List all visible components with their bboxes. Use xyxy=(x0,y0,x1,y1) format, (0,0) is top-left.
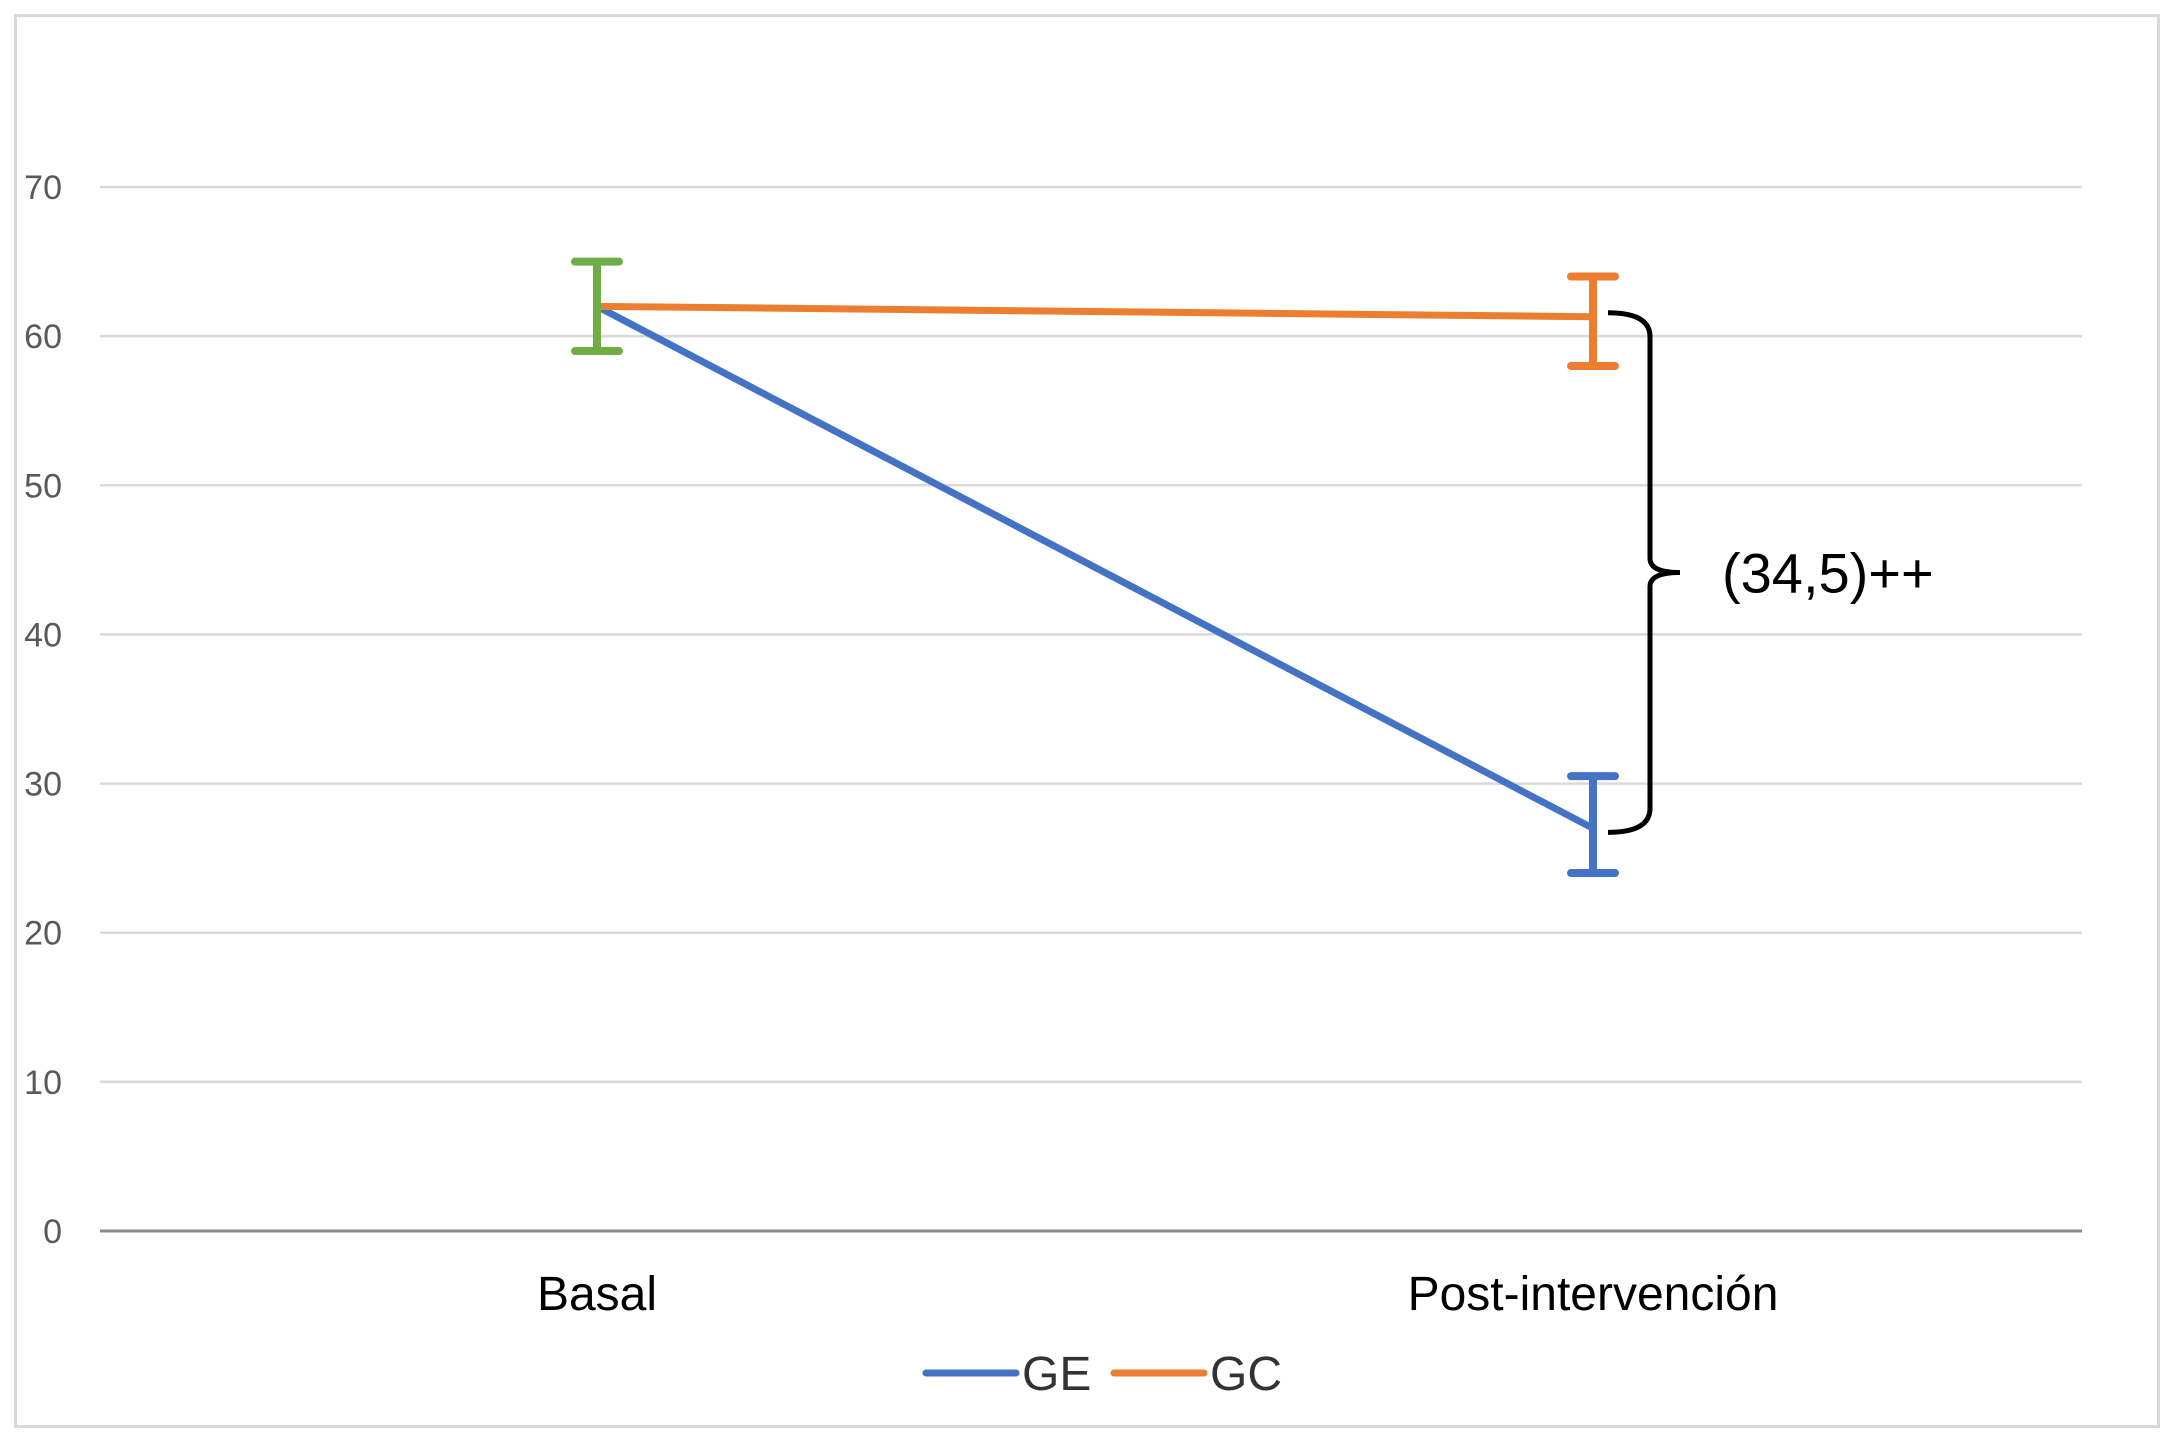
y-tick-label: 0 xyxy=(43,1213,62,1251)
series-lines xyxy=(593,302,1597,832)
legend: GE GC xyxy=(922,1348,1282,1401)
error-bar-post-gc xyxy=(1567,272,1619,370)
error-bars xyxy=(571,257,1619,878)
error-bar-basal xyxy=(571,257,623,356)
x-axis-categories: Basal Post-intervención xyxy=(537,1268,1778,1321)
x-category-label: Post-intervención xyxy=(1408,1268,1779,1321)
y-axis-ticks: 0 10 20 30 40 50 60 70 xyxy=(24,169,62,1251)
y-tick-label: 40 xyxy=(24,616,62,654)
legend-label-gc: GC xyxy=(1210,1348,1282,1401)
y-tick-label: 30 xyxy=(24,766,62,804)
gridlines xyxy=(100,185,2082,1233)
y-tick-label: 10 xyxy=(24,1064,62,1102)
y-tick-label: 60 xyxy=(24,318,62,356)
annotation-label: (34,5)++ xyxy=(1722,542,1934,605)
y-tick-label: 20 xyxy=(24,915,62,953)
series-line-gc xyxy=(593,302,1597,321)
series-line-ge xyxy=(593,302,1597,832)
chart-frame xyxy=(14,14,2160,1428)
y-tick-label: 70 xyxy=(24,169,62,207)
curly-brace xyxy=(1607,310,1681,835)
y-tick-label: 50 xyxy=(24,467,62,505)
x-category-label: Basal xyxy=(537,1268,657,1321)
error-bar-post-ge xyxy=(1567,772,1619,878)
significance-annotation: (34,5)++ xyxy=(1607,310,1934,835)
legend-label-ge: GE xyxy=(1022,1348,1091,1401)
